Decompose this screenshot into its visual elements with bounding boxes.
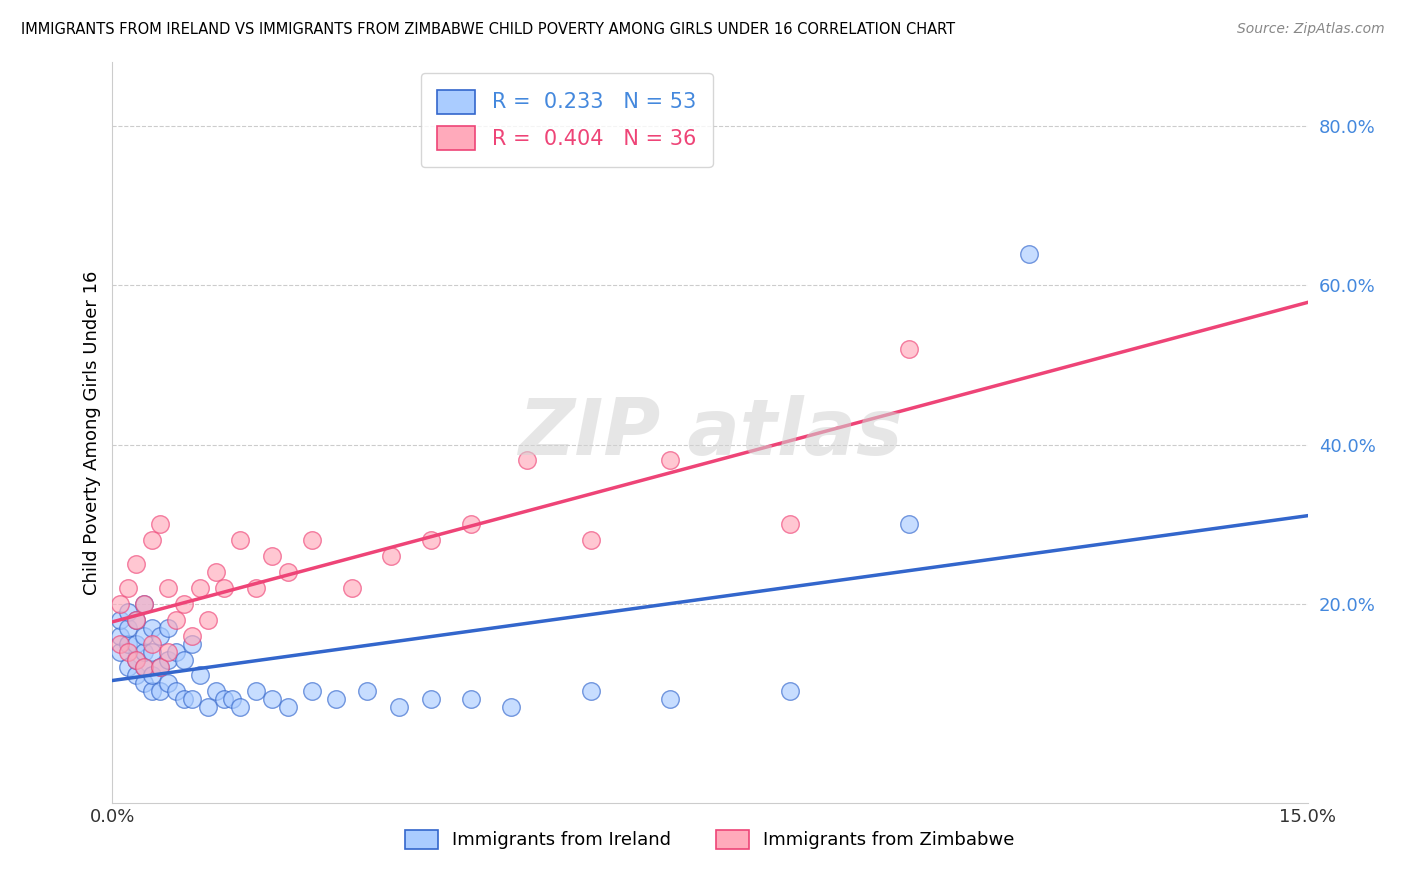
Point <box>134 660 156 674</box>
Point <box>579 533 602 547</box>
Point <box>134 597 156 611</box>
Point <box>134 597 156 611</box>
Point <box>149 660 172 674</box>
Point <box>205 684 228 698</box>
Point <box>898 517 921 532</box>
Point <box>221 692 243 706</box>
Point <box>157 652 180 666</box>
Point <box>149 517 172 532</box>
Point <box>460 517 482 532</box>
Point <box>157 676 180 690</box>
Point <box>149 684 172 698</box>
Text: IMMIGRANTS FROM IRELAND VS IMMIGRANTS FROM ZIMBABWE CHILD POVERTY AMONG GIRLS UN: IMMIGRANTS FROM IRELAND VS IMMIGRANTS FR… <box>21 22 955 37</box>
Point <box>125 613 148 627</box>
Text: ZIP atlas: ZIP atlas <box>517 394 903 471</box>
Point <box>110 644 132 658</box>
Point <box>277 565 299 579</box>
Point <box>579 684 602 698</box>
Point <box>141 637 163 651</box>
Point <box>197 700 219 714</box>
Point <box>197 613 219 627</box>
Point <box>277 700 299 714</box>
Point <box>245 684 267 698</box>
Point <box>125 652 148 666</box>
Point <box>157 621 180 635</box>
Point <box>117 621 139 635</box>
Point <box>212 581 235 595</box>
Point <box>181 637 204 651</box>
Y-axis label: Child Poverty Among Girls Under 16: Child Poverty Among Girls Under 16 <box>83 270 101 595</box>
Point <box>125 637 148 651</box>
Point <box>173 692 195 706</box>
Point <box>125 613 148 627</box>
Point <box>181 629 204 643</box>
Point <box>134 644 156 658</box>
Point <box>380 549 402 563</box>
Point <box>260 549 283 563</box>
Point <box>173 597 195 611</box>
Point <box>149 660 172 674</box>
Point <box>301 684 323 698</box>
Point <box>117 660 139 674</box>
Point <box>134 629 156 643</box>
Point <box>134 660 156 674</box>
Point <box>356 684 378 698</box>
Point <box>117 581 139 595</box>
Point <box>779 684 801 698</box>
Point <box>460 692 482 706</box>
Point <box>229 533 252 547</box>
Point <box>420 692 443 706</box>
Point <box>779 517 801 532</box>
Point <box>157 581 180 595</box>
Point <box>141 644 163 658</box>
Point <box>898 342 921 356</box>
Point <box>1018 246 1040 260</box>
Point <box>141 684 163 698</box>
Point <box>420 533 443 547</box>
Point <box>659 692 682 706</box>
Point <box>388 700 411 714</box>
Point <box>125 668 148 682</box>
Point <box>301 533 323 547</box>
Point <box>149 629 172 643</box>
Point <box>260 692 283 706</box>
Point <box>110 637 132 651</box>
Point <box>165 613 187 627</box>
Point <box>245 581 267 595</box>
Point <box>499 700 522 714</box>
Point <box>188 581 211 595</box>
Point <box>117 605 139 619</box>
Point <box>117 644 139 658</box>
Point <box>141 621 163 635</box>
Point <box>134 676 156 690</box>
Point <box>205 565 228 579</box>
Legend: Immigrants from Ireland, Immigrants from Zimbabwe: Immigrants from Ireland, Immigrants from… <box>398 823 1022 856</box>
Point <box>110 597 132 611</box>
Point <box>117 637 139 651</box>
Text: Source: ZipAtlas.com: Source: ZipAtlas.com <box>1237 22 1385 37</box>
Point <box>516 453 538 467</box>
Point <box>188 668 211 682</box>
Point <box>325 692 347 706</box>
Point <box>165 644 187 658</box>
Point <box>110 613 132 627</box>
Point <box>125 652 148 666</box>
Point <box>141 668 163 682</box>
Point <box>141 533 163 547</box>
Point <box>110 629 132 643</box>
Point <box>165 684 187 698</box>
Point <box>659 453 682 467</box>
Point <box>212 692 235 706</box>
Point <box>125 557 148 571</box>
Point <box>173 652 195 666</box>
Point <box>229 700 252 714</box>
Point <box>181 692 204 706</box>
Point <box>157 644 180 658</box>
Point <box>340 581 363 595</box>
